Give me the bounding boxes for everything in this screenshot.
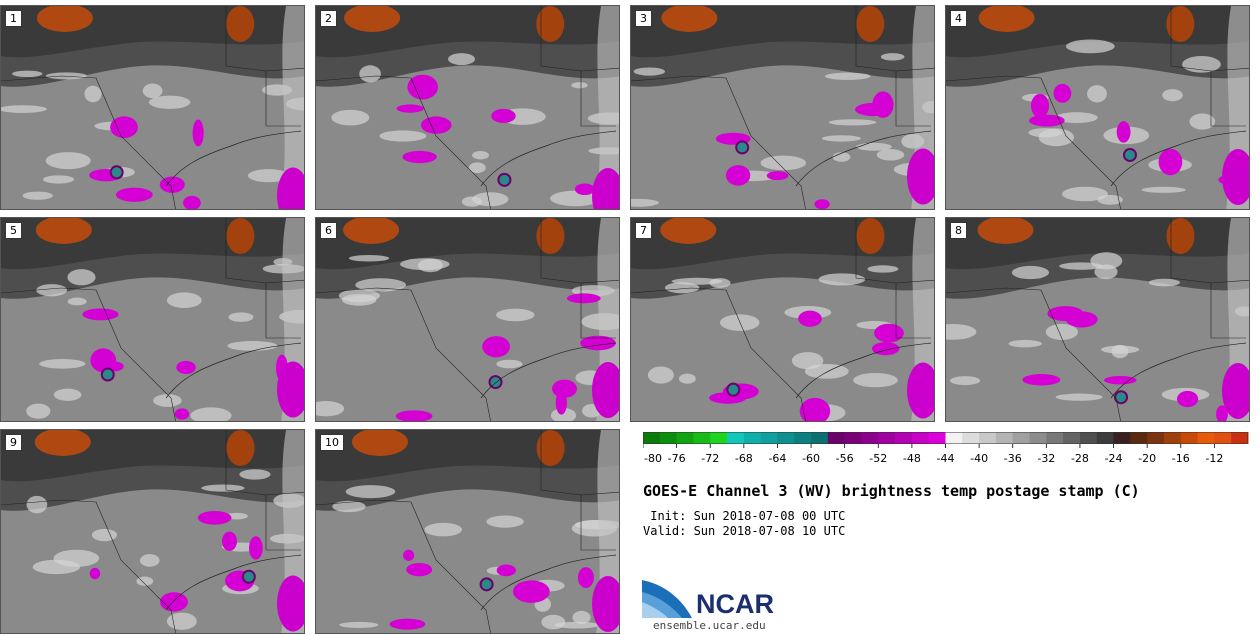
panel-label: 10 [320,434,344,451]
colorbar-swatch [861,432,879,444]
colorbar-tick-label: -72 [701,452,719,465]
colorbar-swatch [760,432,778,444]
panel-label: 5 [5,222,22,239]
panel-label: 9 [5,434,22,451]
colorbar-swatch [1147,432,1165,444]
colorbar-tick-label: -16 [1172,452,1190,465]
colorbar-swatch [928,432,946,444]
panel-label: 3 [635,10,652,27]
colorbar-tick-label: -68 [735,452,753,465]
panel-2: 2 [315,5,620,210]
colorbar-swatch [1130,432,1148,444]
wv-map [946,218,1249,421]
wv-map [316,6,619,209]
wv-map [946,6,1249,209]
colorbar-swatch [1197,432,1215,444]
wv-map [1,430,304,633]
colorbar-swatch [1113,432,1131,444]
panel-6: 6 [315,217,620,422]
colorbar-swatch [659,432,678,444]
colorbar-swatch [1012,432,1031,444]
colorbar-tick-label: -28 [1071,452,1089,465]
panel-4: 4 [945,5,1250,210]
colorbar-swatch [979,432,997,444]
panel-5: 5 [0,217,305,422]
colorbar-tick-label: -48 [903,452,921,465]
panel-10: 10 [315,429,620,634]
colorbar: -80 -76 -72 -68 -64 -60 -56 -52 -48 -44 -40 -36 -32 -… [643,432,1249,465]
panel-8: 8 [945,217,1250,422]
panel-label: 6 [320,222,337,239]
colorbar-swatch [1029,432,1047,444]
colorbar-tick-label: -60 [802,452,820,465]
panel-9: 9 [0,429,305,634]
colorbar-swatch [1063,432,1081,444]
panel-label: 1 [5,10,22,27]
colorbar-tick-label: -76 [668,452,686,465]
colorbar-tick-label: -44 [937,452,955,465]
colorbar-swatch [1231,432,1249,444]
ncar-logo-icon [642,580,692,618]
colorbar-swatch [844,432,862,444]
colorbar-swatch [1214,432,1232,444]
colorbar-tick-label: -20 [1138,452,1156,465]
colorbar-swatch [962,432,980,444]
colorbar-swatch [710,432,728,444]
chart-title: GOES-E Channel 3 (WV) brightness temp po… [643,482,1140,500]
colorbar-swatch [676,432,694,444]
colorbar-swatch [777,432,795,444]
colorbar-swatch [1096,432,1115,444]
colorbar-swatch [878,432,896,444]
colorbar-swatch [727,432,745,444]
logo-text: NCAR [696,589,774,619]
colorbar-tick-label: -64 [768,452,786,465]
colorbar-tick-label: -12 [1205,452,1223,465]
panel-7: 7 [630,217,935,422]
colorbar-swatch [811,432,829,444]
colorbar-swatch [1163,432,1182,444]
colorbar-swatch [1046,432,1064,444]
panel-label: 8 [950,222,967,239]
colorbar-swatch [1079,432,1098,444]
colorbar-swatch [945,432,963,444]
colorbar-tick-label: -24 [1105,452,1123,465]
wv-map [316,218,619,421]
colorbar-swatch [693,432,711,444]
colorbar-tick-label: -32 [1037,452,1055,465]
panel-label: 7 [635,222,652,239]
colorbar-tick-label: -36 [1004,452,1022,465]
wv-map [631,218,934,421]
init-time: Init: Sun 2018-07-08 00 UTC [643,509,846,523]
colorbar-tick-label: -52 [869,452,887,465]
wv-map [1,218,304,421]
colorbar-swatch [911,432,930,444]
colorbar-tick-label: -80 [644,452,662,465]
source-url: ensemble.ucar.edu [653,619,766,632]
colorbar-swatch [743,432,762,444]
colorbar-swatch [895,432,913,444]
panel-3: 3 [630,5,935,210]
colorbar-tick-label: -56 [836,452,854,465]
colorbar-swatch [794,432,812,444]
colorbar-swatch [643,432,661,444]
colorbar-swatch [1180,432,1199,444]
wv-map [1,6,304,209]
panel-1: 1 [0,5,305,210]
colorbar-tick-label: -40 [970,452,988,465]
wv-map [316,430,619,633]
panel-label: 4 [950,10,967,27]
colorbar-swatch [827,432,846,444]
panel-label: 2 [320,10,337,27]
valid-time: Valid: Sun 2018-07-08 10 UTC [643,524,846,538]
wv-map [631,6,934,209]
colorbar-swatch [995,432,1014,444]
colorbar-border [643,432,1248,444]
